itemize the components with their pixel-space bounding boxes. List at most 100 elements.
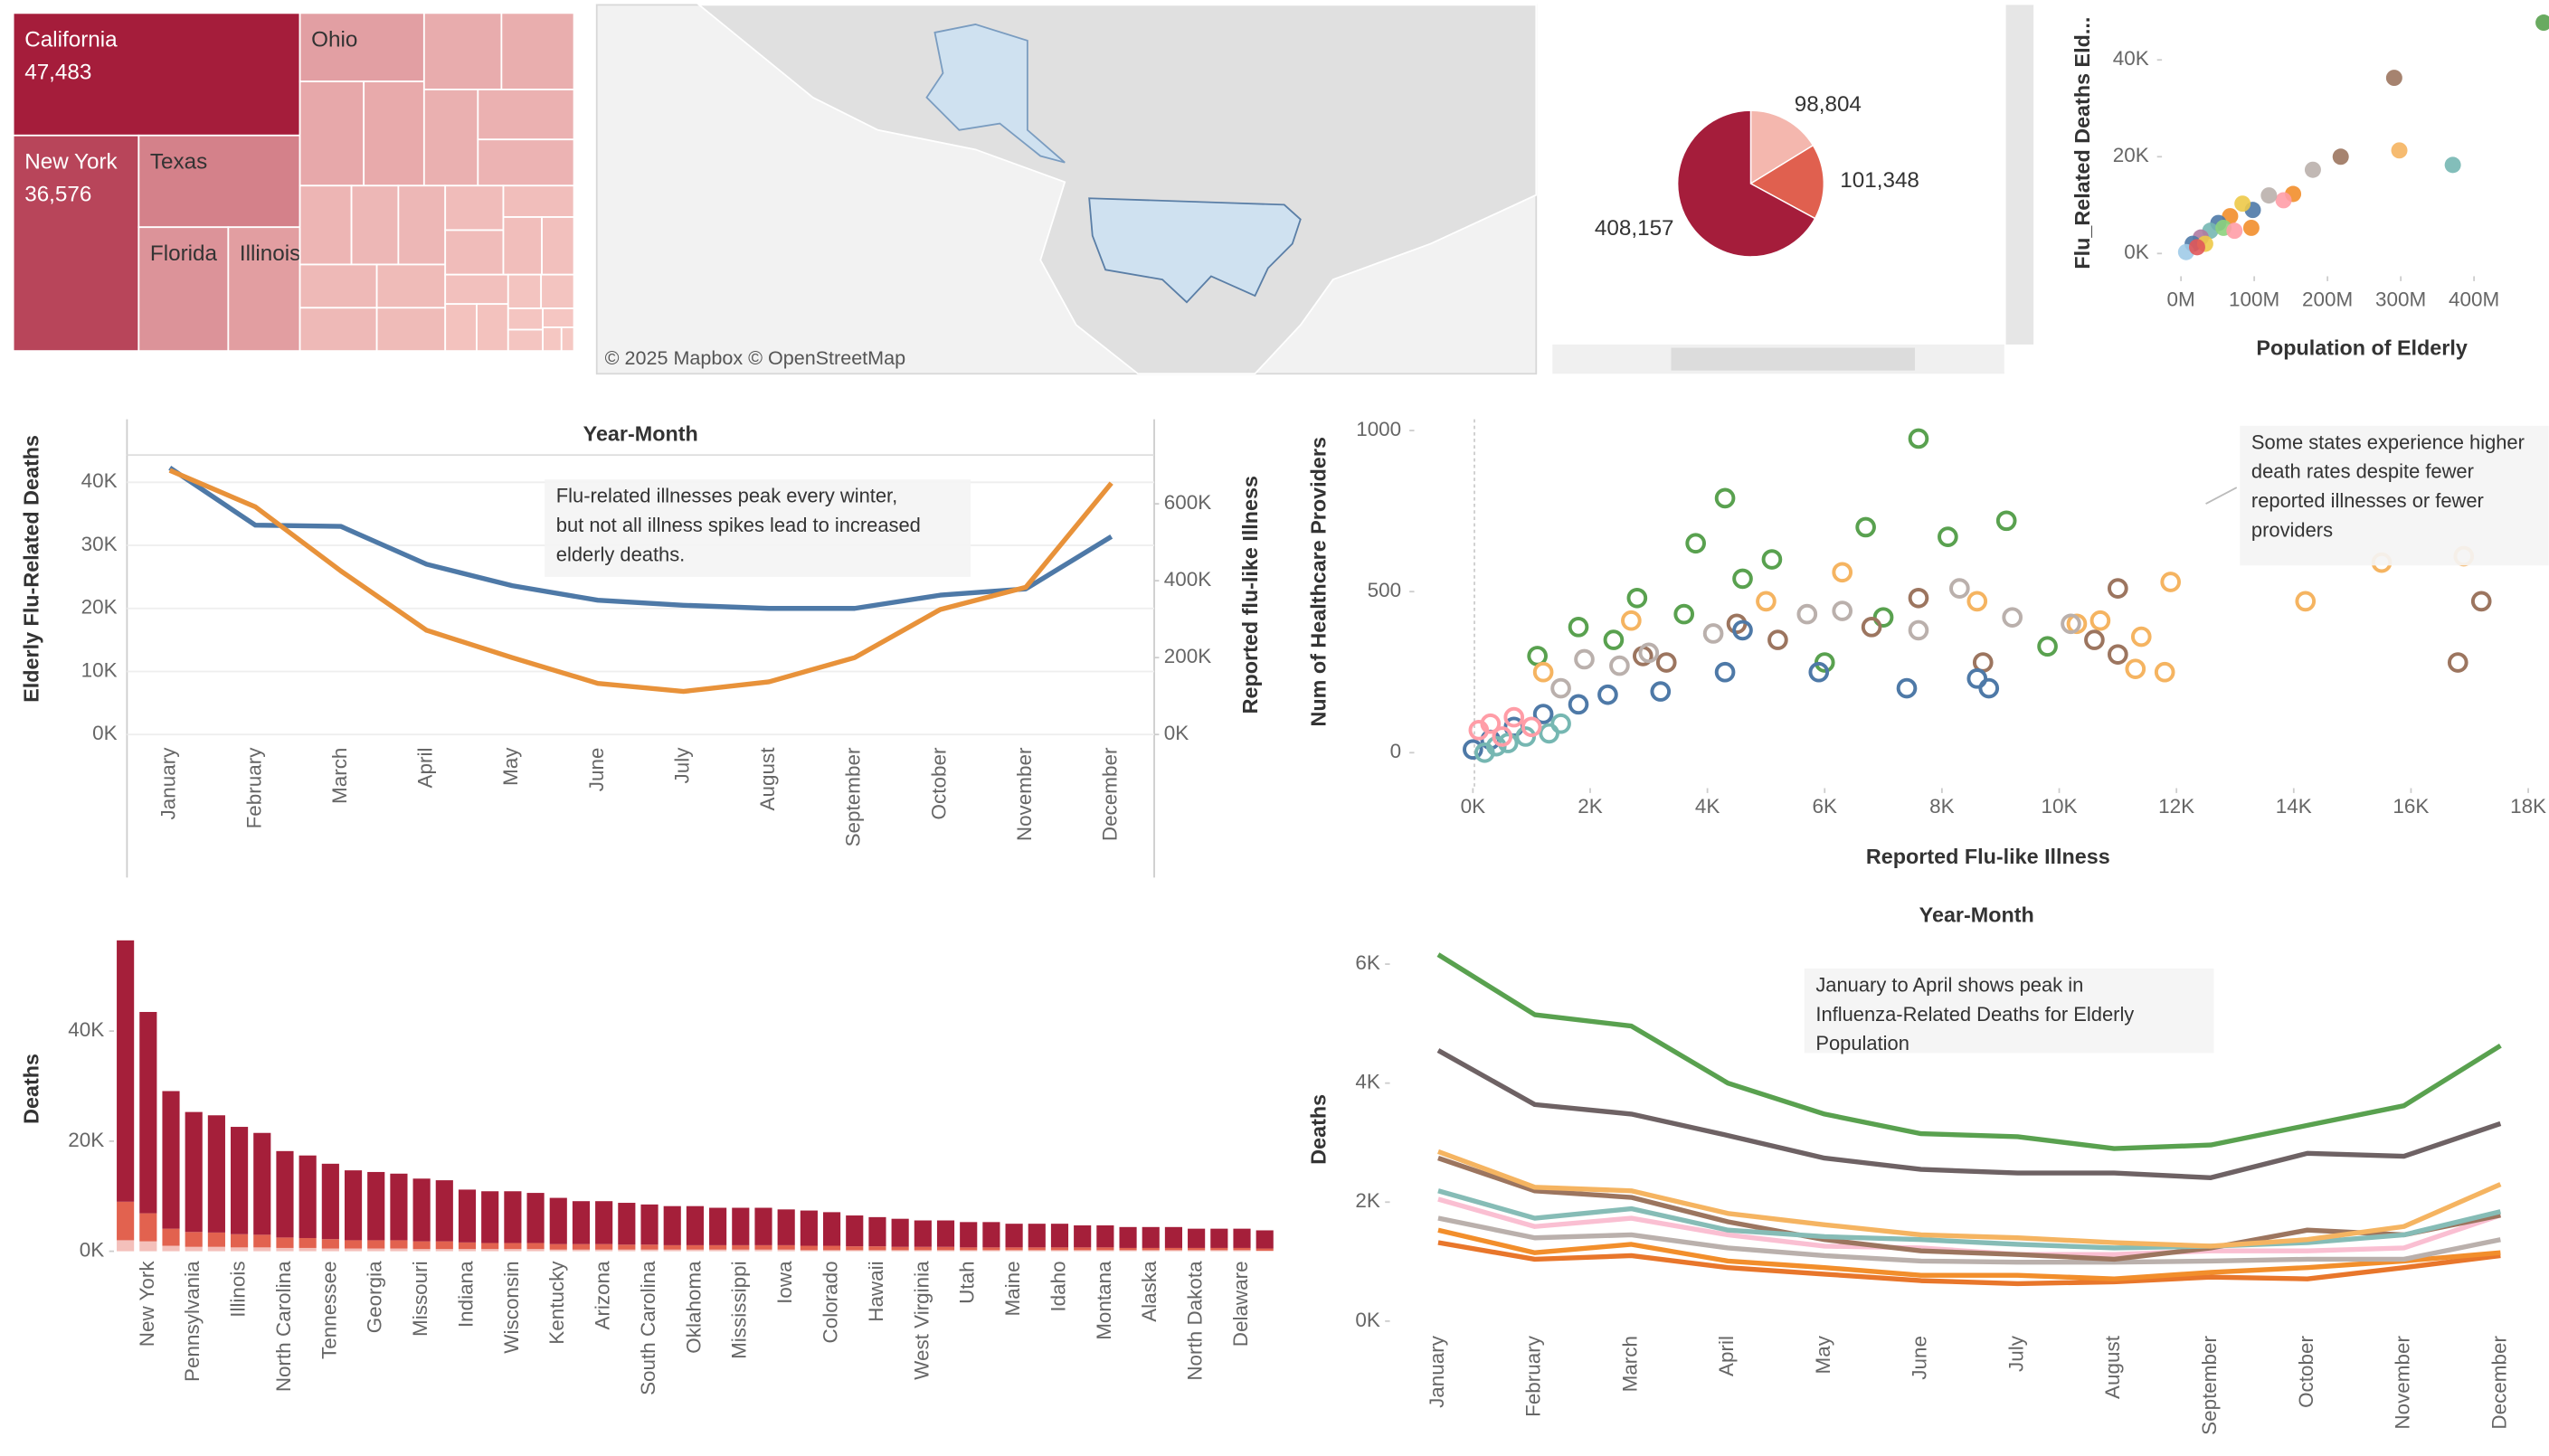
bar-segment [504, 1243, 522, 1250]
bar-segment [549, 1243, 567, 1250]
x-tick-label: October [927, 747, 950, 819]
scatter-point [2385, 70, 2402, 87]
x-tick-label: Mississippi [728, 1261, 751, 1359]
scatter-point [1568, 617, 1589, 638]
bar-segment [1142, 1247, 1160, 1251]
scatter-point [2061, 613, 2081, 635]
bar-segment [390, 1240, 408, 1249]
bar-segment [1233, 1250, 1251, 1252]
line-series [1436, 952, 2502, 1151]
bar-segment [1142, 1250, 1160, 1252]
bar-segment [800, 1210, 818, 1246]
treemap-cell [375, 263, 447, 309]
scatter-point [1908, 428, 1929, 449]
scatter-point [2089, 610, 2111, 631]
cell-label: California [24, 27, 118, 52]
y2-axis-title: Reported flu-like Illness [1238, 476, 1262, 714]
bar-segment [754, 1207, 772, 1245]
bar-segment [936, 1250, 955, 1252]
treemap-cell [542, 326, 563, 353]
bar-segment [1050, 1250, 1069, 1252]
x-tick-label: 6K [1813, 795, 1837, 818]
treemap-cell [375, 307, 447, 353]
x-tick-label: Kentucky [545, 1261, 568, 1345]
map-attribution: © 2025 Mapbox © OpenStreetMap [605, 346, 905, 369]
bar-segment [1074, 1247, 1092, 1251]
scatter-point [1638, 642, 1660, 664]
y-tick-label: 1000 [1356, 418, 1401, 440]
bar-segment [276, 1237, 294, 1248]
x-tick-label: Iowa [773, 1261, 796, 1304]
scrollbar[interactable] [2005, 5, 2034, 345]
x-tick-label: Arizona [592, 1261, 614, 1330]
treemap-cell [507, 328, 544, 353]
x-axis-title: Population of Elderly [2256, 336, 2467, 360]
bar-segment [891, 1218, 909, 1247]
bar-segment [868, 1246, 886, 1251]
bar-segment [390, 1248, 408, 1252]
scatter-point [1626, 587, 1648, 609]
bar-segment [914, 1250, 932, 1252]
bar-segment [321, 1248, 339, 1252]
treemap-cell [444, 229, 505, 276]
annotation: death rates despite fewer [2251, 460, 2474, 483]
bar-segment [618, 1244, 636, 1250]
scatter-point [1650, 681, 1672, 702]
scatter-point [1949, 578, 1970, 599]
bar-segment [344, 1240, 363, 1249]
bar-segment [321, 1163, 339, 1240]
bar-segment [117, 1201, 135, 1241]
y-tick-label: 20K [2113, 144, 2149, 166]
bar-segment [754, 1249, 772, 1252]
cell-value: 36,576 [24, 183, 91, 207]
scatter-point [1896, 677, 1918, 699]
treemap-cell [540, 273, 575, 309]
scatter-point [2066, 613, 2088, 635]
treemap-cell [507, 307, 544, 331]
bar-segment [435, 1241, 453, 1250]
line-series [1437, 1188, 2501, 1251]
scatter-point [1597, 684, 1618, 705]
x-tick-label: Montana [1093, 1261, 1115, 1340]
treemap-cell [350, 184, 400, 266]
x-tick-label: 10K [2042, 795, 2078, 818]
bar-segment [344, 1170, 363, 1241]
treemap-cell [363, 80, 425, 187]
annotation: Population [1815, 1032, 1909, 1054]
bar-segment [1096, 1247, 1114, 1251]
bar-segment [572, 1201, 591, 1244]
scatter-point [2260, 187, 2278, 204]
bar-segment [1164, 1250, 1183, 1252]
pie-slice [1676, 109, 1816, 258]
bar-segment [185, 1246, 203, 1252]
x-tick-label: 2K [1578, 795, 1602, 818]
bar-segment [595, 1243, 613, 1250]
bar-segment [117, 940, 135, 1202]
x-tick-label: 0K [1461, 795, 1485, 818]
bar-segment [618, 1203, 636, 1245]
bar-segment [162, 1091, 180, 1229]
scatter-point [2242, 219, 2260, 236]
scroll-thumb[interactable] [1671, 347, 1915, 371]
bar-segment [526, 1243, 545, 1250]
scatter-point [2332, 148, 2349, 165]
bar-segment [458, 1249, 477, 1252]
bar-segment [549, 1249, 567, 1252]
bar-segment [162, 1245, 180, 1252]
x-tick-label: West Virginia [910, 1261, 933, 1380]
bar-segment [207, 1115, 225, 1233]
bar-segment [914, 1220, 932, 1247]
bar-segment [276, 1247, 294, 1252]
scatter-point [1702, 623, 1724, 644]
annotation: Influenza-Related Deaths for Elderly [1815, 1003, 2134, 1026]
annotation-box [545, 479, 971, 577]
bar-segment [936, 1246, 955, 1251]
bar-segment [1256, 1250, 1274, 1252]
alaska [925, 24, 1066, 164]
bar-segment [1210, 1247, 1228, 1251]
bar-segment [1188, 1228, 1206, 1248]
x-tick-label: May [1812, 1335, 1834, 1374]
y-tick-label: 0K [2124, 241, 2148, 263]
bar-segment [526, 1193, 545, 1243]
bar-segment [1074, 1224, 1092, 1248]
